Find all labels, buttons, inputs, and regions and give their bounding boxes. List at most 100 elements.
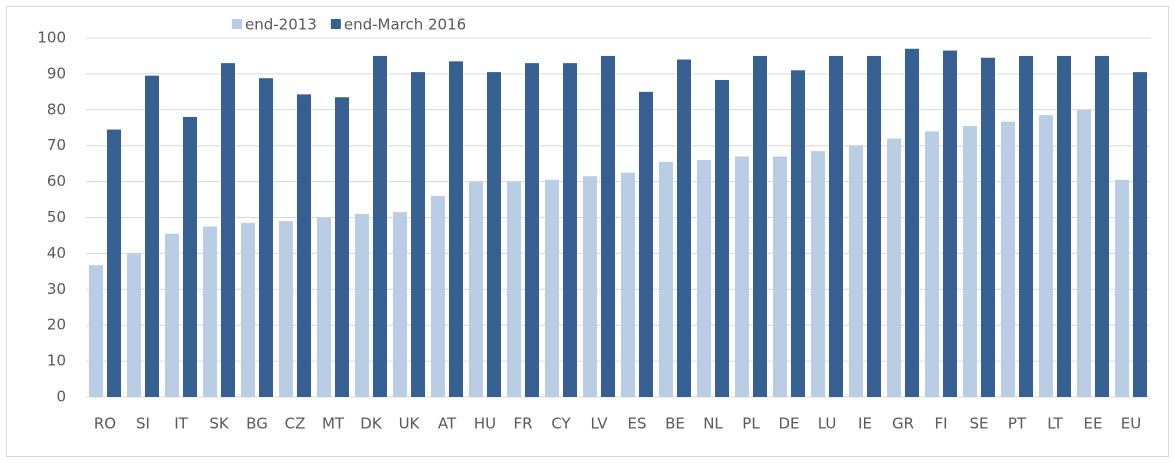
- bar: [621, 172, 635, 397]
- bar: [373, 55, 387, 397]
- x-tick-label: ES: [628, 415, 647, 433]
- x-tick-label: NL: [703, 415, 723, 433]
- y-tick-label: 100: [37, 29, 66, 47]
- bar: [279, 221, 293, 397]
- x-tick-label: HU: [474, 415, 496, 433]
- bar: [165, 233, 179, 397]
- y-tick-label: 70: [47, 136, 66, 154]
- x-tick-label: SI: [136, 415, 150, 433]
- x-tick-label: SE: [970, 415, 989, 433]
- y-tick-label: 10: [47, 352, 66, 370]
- bar: [963, 125, 977, 397]
- bar: [981, 57, 995, 398]
- x-tick-label: EU: [1121, 415, 1141, 433]
- bar: [1095, 55, 1109, 397]
- y-tick-label: 20: [47, 316, 66, 334]
- bar: [659, 161, 673, 397]
- x-tick-label: UK: [399, 415, 421, 433]
- bar: [487, 72, 501, 397]
- bar: [317, 217, 331, 397]
- x-tick-label: DK: [360, 415, 383, 433]
- bar: [449, 61, 463, 398]
- bar: [1133, 72, 1147, 397]
- x-tick-label: CY: [551, 415, 571, 433]
- bar: [107, 129, 121, 398]
- legend-swatch: [232, 19, 242, 29]
- bar: [905, 48, 919, 398]
- legend-label: end-March 2016: [344, 16, 466, 34]
- bar: [525, 63, 539, 397]
- x-tick-label: PT: [1008, 415, 1027, 433]
- bar: [183, 116, 197, 397]
- x-tick-label: LT: [1047, 415, 1063, 433]
- y-tick-label: 40: [47, 244, 66, 262]
- x-tick-label: BG: [246, 415, 268, 433]
- bar: [563, 63, 577, 397]
- y-tick-label: 90: [47, 64, 66, 82]
- bar: [867, 55, 881, 397]
- x-tick-label: MT: [322, 415, 345, 433]
- x-tick-label: LV: [591, 415, 609, 433]
- bar: [753, 55, 767, 397]
- x-tick-label: SK: [209, 415, 230, 433]
- legend-label: end-2013: [245, 16, 317, 34]
- bar: [1001, 121, 1015, 397]
- bar: [943, 50, 957, 397]
- y-tick-label: 60: [47, 172, 66, 190]
- x-tick-label: BE: [665, 415, 685, 433]
- bar: [127, 253, 141, 397]
- bar: [677, 59, 691, 397]
- bar: [811, 151, 825, 397]
- bar: [259, 78, 273, 397]
- bar: [1019, 55, 1033, 397]
- y-tick-label: 80: [47, 100, 66, 118]
- bar: [773, 156, 787, 397]
- bar: [545, 179, 559, 397]
- bar: [887, 138, 901, 397]
- y-tick-label: 0: [56, 388, 66, 406]
- bar: [203, 226, 217, 397]
- x-tick-label: RO: [94, 415, 116, 433]
- bar: [1039, 115, 1053, 397]
- bar: [393, 212, 407, 397]
- y-tick-label: 30: [47, 280, 66, 298]
- x-tick-label: AT: [438, 415, 457, 433]
- bar: [925, 131, 939, 397]
- x-tick-label: EE: [1084, 415, 1103, 433]
- bar: [1115, 179, 1129, 397]
- legend-swatch: [330, 19, 341, 29]
- bar: [715, 80, 729, 398]
- bar: [735, 156, 749, 397]
- bar: [355, 213, 369, 397]
- x-tick-label: CZ: [285, 415, 306, 433]
- x-tick-label: LU: [818, 415, 837, 433]
- x-tick-label: GR: [892, 415, 914, 433]
- x-tick-label: DE: [778, 415, 799, 433]
- bar: [639, 91, 653, 397]
- x-tick-label: IT: [174, 415, 188, 433]
- y-tick-label: 50: [47, 208, 66, 226]
- bar: [1077, 109, 1091, 398]
- x-tick-label: FI: [934, 415, 947, 433]
- bar: [241, 222, 255, 397]
- bar: [829, 55, 843, 397]
- bar: [469, 181, 483, 397]
- bar: [145, 75, 159, 397]
- bar: [297, 94, 311, 397]
- bar: [849, 145, 863, 397]
- bar: [221, 63, 235, 397]
- x-tick-label: PL: [742, 415, 760, 433]
- x-tick-label: FR: [513, 415, 532, 433]
- bar: [697, 160, 711, 397]
- bar: [89, 265, 103, 397]
- bar: [411, 72, 425, 397]
- bar: [601, 55, 615, 397]
- bar: [583, 176, 597, 397]
- bar: [1057, 55, 1071, 397]
- bar: [431, 195, 445, 397]
- bar: [507, 181, 521, 397]
- bar: [791, 70, 805, 397]
- x-tick-label: IE: [858, 415, 872, 433]
- bar: [335, 97, 349, 398]
